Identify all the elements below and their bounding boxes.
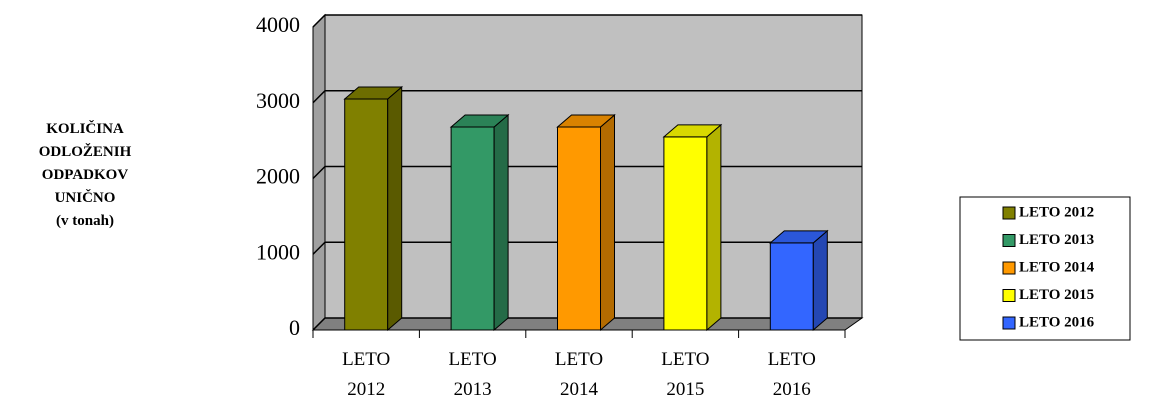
bar-side	[812, 229, 828, 332]
legend-label: LETO 2015	[1019, 287, 1094, 303]
y-tick-label: 4000	[256, 12, 300, 37]
legend-label: LETO 2016	[1019, 314, 1095, 330]
bar-top	[343, 86, 404, 100]
x-tick-label: LETO 2014	[554, 349, 604, 400]
y-axis-title-line: UNIČNO	[54, 190, 116, 206]
bar-front	[663, 136, 708, 331]
bar-side	[706, 123, 722, 332]
bar-top	[768, 230, 829, 244]
grid-line	[312, 14, 862, 28]
y-axis-title-line: ODPADKOV	[41, 167, 129, 183]
legend-swatch	[1002, 234, 1016, 247]
bar-top	[556, 114, 616, 128]
bar	[449, 113, 510, 332]
bar-front	[344, 98, 389, 331]
legend-swatch	[1002, 316, 1016, 330]
y-axis-title: KOLIČINA ODLOŽENIH ODPADKOV UNIČNO (v tonah)	[10, 118, 160, 233]
y-tick-label: 3000	[256, 88, 300, 113]
legend-box	[959, 196, 1131, 341]
legend-label: LETO 2012	[1019, 204, 1094, 220]
legend-swatch	[1002, 261, 1016, 275]
grid-line	[312, 90, 862, 104]
y-tick-label: 2000	[256, 164, 300, 189]
bar	[662, 123, 723, 332]
x-tick-label: LETO 2013	[448, 349, 497, 400]
bar-top	[662, 124, 723, 138]
legend-label: LETO 2013	[1019, 232, 1094, 248]
x-tick-label: LETO 2012	[342, 349, 391, 400]
legend-swatch	[1002, 289, 1016, 302]
bar-front	[557, 126, 601, 331]
bar-side	[387, 85, 403, 332]
y-tick-label: 1000	[256, 239, 300, 264]
y-axis-title-line: (v tonah)	[56, 213, 114, 229]
bar-side	[493, 113, 509, 332]
bar-top	[449, 114, 510, 128]
bar	[343, 85, 404, 332]
bar-side	[600, 113, 615, 332]
y-axis-title-line: ODLOŽENIH	[38, 144, 132, 160]
bar	[768, 229, 829, 332]
legend-swatch	[1002, 206, 1016, 220]
bar-front	[769, 242, 814, 331]
x-tick-label: LETO 2016	[767, 349, 816, 400]
x-tick-label: LETO 2015	[661, 349, 710, 400]
bar	[556, 113, 616, 332]
bar-front	[450, 126, 495, 331]
y-tick-label: 0	[289, 315, 300, 340]
y-axis-title-line: KOLIČINA	[46, 121, 124, 137]
legend-label: LETO 2014	[1019, 259, 1095, 275]
